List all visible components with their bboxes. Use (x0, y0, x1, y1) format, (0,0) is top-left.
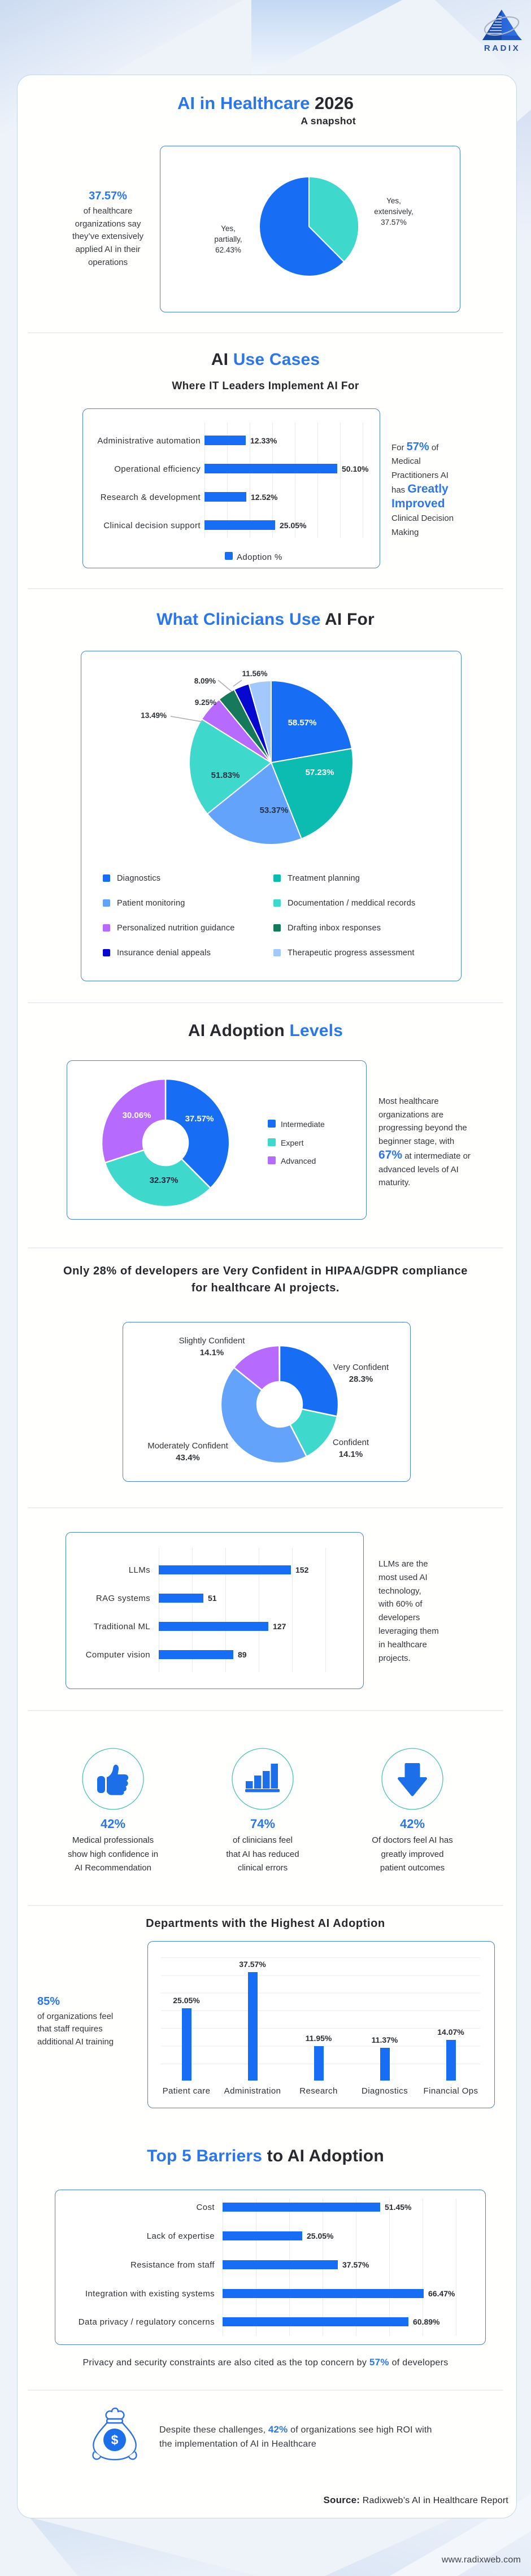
svg-text:$: $ (111, 2433, 119, 2447)
svg-text:RADIX: RADIX (484, 43, 520, 51)
